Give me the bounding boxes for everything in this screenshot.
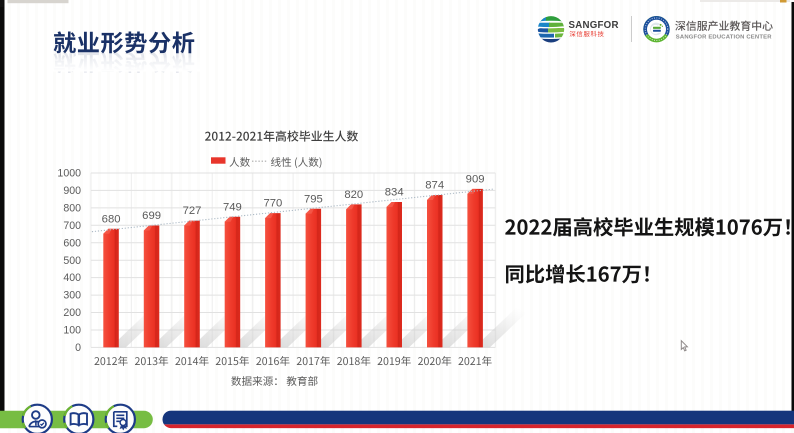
svg-text:SANGFOR EDUCATION CENTER: SANGFOR EDUCATION CENTER bbox=[676, 34, 772, 40]
svg-text:200: 200 bbox=[63, 307, 81, 319]
svg-text:100: 100 bbox=[63, 325, 81, 337]
svg-text:680: 680 bbox=[102, 213, 121, 225]
svg-text:834: 834 bbox=[385, 187, 404, 199]
svg-text:500: 500 bbox=[63, 255, 81, 267]
svg-text:749: 749 bbox=[223, 201, 242, 213]
svg-text:727: 727 bbox=[183, 205, 202, 217]
svg-text:900: 900 bbox=[63, 185, 81, 197]
svg-text:770: 770 bbox=[263, 198, 282, 210]
svg-text:795: 795 bbox=[304, 193, 323, 205]
svg-text:SANGFOR: SANGFOR bbox=[569, 20, 619, 31]
svg-text:800: 800 bbox=[63, 203, 81, 215]
svg-text:0: 0 bbox=[75, 342, 81, 354]
svg-text:699: 699 bbox=[142, 210, 161, 222]
svg-text:700: 700 bbox=[63, 220, 81, 232]
svg-text:400: 400 bbox=[63, 272, 81, 284]
svg-text:909: 909 bbox=[466, 173, 485, 185]
svg-text:600: 600 bbox=[63, 237, 81, 249]
svg-text:874: 874 bbox=[425, 180, 444, 192]
svg-text:300: 300 bbox=[63, 290, 81, 302]
svg-text:820: 820 bbox=[344, 189, 363, 201]
svg-text:1000: 1000 bbox=[57, 168, 81, 180]
